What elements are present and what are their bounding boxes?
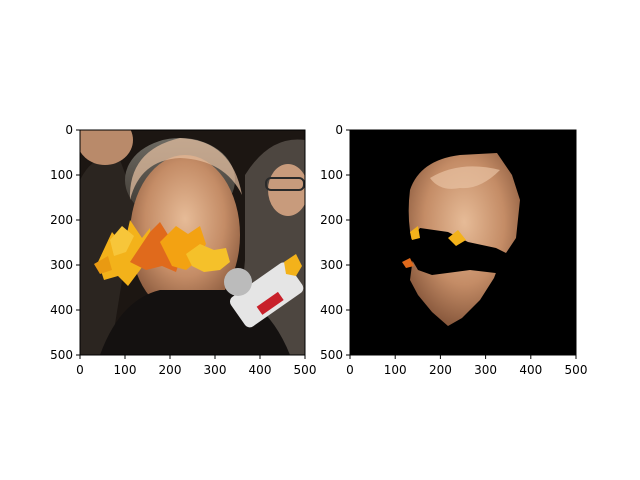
right-x-tick-label: 0 (346, 363, 354, 377)
left-y-axis: 0 100 200 300 400 500 (50, 123, 80, 362)
left-y-tick-label: 500 (50, 348, 73, 362)
right-image-panel: 0 100 200 300 400 500 0 100 200 300 400 500 (320, 123, 587, 377)
left-y-tick-label: 0 (65, 123, 73, 137)
right-y-axis: 0 100 200 300 400 500 (320, 123, 350, 362)
left-y-tick-label: 300 (50, 258, 73, 272)
left-y-tick-label: 100 (50, 168, 73, 182)
right-y-tick-label: 200 (320, 213, 343, 227)
right-y-tick-label: 300 (320, 258, 343, 272)
right-x-tick-label: 300 (474, 363, 497, 377)
right-x-tick-label: 200 (429, 363, 452, 377)
left-x-tick-label: 300 (204, 363, 227, 377)
left-x-tick-label: 500 (294, 363, 317, 377)
right-axes-frame (349, 129, 577, 356)
left-x-tick-label: 200 (159, 363, 182, 377)
right-photo (350, 130, 576, 355)
right-y-tick-label: 0 (335, 123, 343, 137)
left-x-axis: 0 100 200 300 400 500 (76, 355, 316, 377)
right-y-tick-label: 500 (320, 348, 343, 362)
left-x-tick-label: 400 (249, 363, 272, 377)
left-image-panel: 0 100 200 300 400 500 0 100 200 300 400 500 (50, 123, 316, 377)
right-x-tick-label: 100 (384, 363, 407, 377)
right-y-tick-label: 400 (320, 303, 343, 317)
left-x-tick-label: 0 (76, 363, 84, 377)
right-x-tick-label: 400 (519, 363, 542, 377)
left-y-tick-label: 400 (50, 303, 73, 317)
left-x-tick-label: 100 (114, 363, 137, 377)
leaves-occluder (94, 220, 302, 286)
left-photo (80, 130, 305, 355)
right-x-tick-label: 500 (565, 363, 588, 377)
right-x-axis: 0 100 200 300 400 500 (346, 355, 587, 377)
right-y-tick-label: 100 (320, 168, 343, 182)
left-y-tick-label: 200 (50, 213, 73, 227)
left-axes-frame (79, 129, 306, 356)
